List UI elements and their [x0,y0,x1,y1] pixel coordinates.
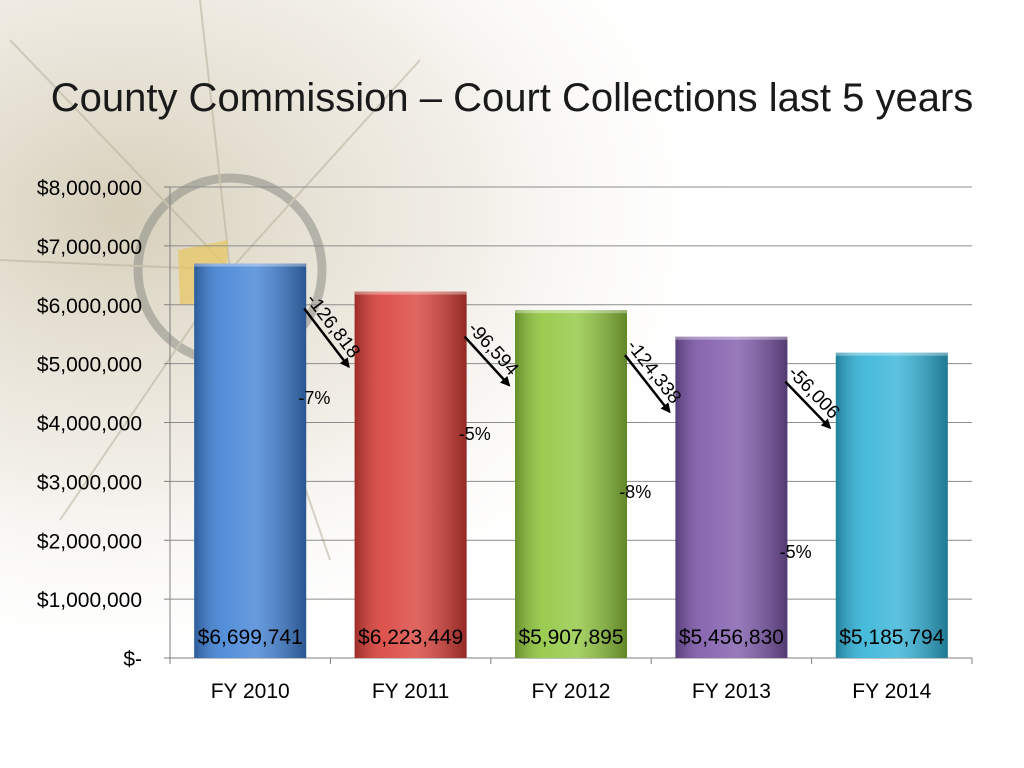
y-tick-label: $- [123,648,142,671]
x-tick-label: FY 2012 [531,680,610,703]
change-percent-label: -8% [619,482,651,502]
bar-highlight [515,310,627,314]
data-label: $6,699,741 [198,626,303,649]
x-tick-label: FY 2013 [692,680,771,703]
bar-highlight [354,291,467,295]
bar-shading [515,310,627,658]
bar-shading [194,263,307,658]
bar-shading [835,352,948,658]
bar-shading [354,291,467,658]
change-amount-label: -56,006 [784,362,844,423]
change-percent-label: -7% [298,388,330,408]
bar-shading [675,336,788,658]
y-tick-label: $8,000,000 [37,177,142,200]
data-label: $6,223,449 [358,626,463,649]
change-arrow [303,307,350,369]
y-tick-label: $3,000,000 [37,471,142,494]
page-title: County Commission – Court Collections la… [50,76,974,120]
x-tick-label: FY 2011 [372,680,449,703]
bar-highlight [194,263,307,267]
x-tick-label: FY 2010 [211,680,290,703]
bar-highlight [675,336,788,340]
change-arrow [463,335,511,387]
data-label: $5,907,895 [518,626,623,649]
y-tick-label: $2,000,000 [37,530,142,553]
change-percent-label: -5% [459,424,491,444]
y-tick-label: $7,000,000 [37,236,142,259]
data-label: $5,185,794 [839,626,944,649]
change-arrow [784,380,832,430]
data-label: $5,456,830 [679,626,784,649]
change-percent-label: -5% [780,542,812,562]
change-arrow [624,354,671,414]
x-tick-label: FY 2014 [852,680,931,703]
change-amount-label: -96,594 [463,318,522,380]
y-tick-label: $6,000,000 [37,295,142,318]
change-amount-label: -126,818 [302,290,364,362]
y-tick-label: $5,000,000 [37,354,142,377]
y-tick-label: $1,000,000 [37,589,142,612]
y-tick-label: $4,000,000 [37,413,142,436]
bar-highlight [835,352,948,356]
